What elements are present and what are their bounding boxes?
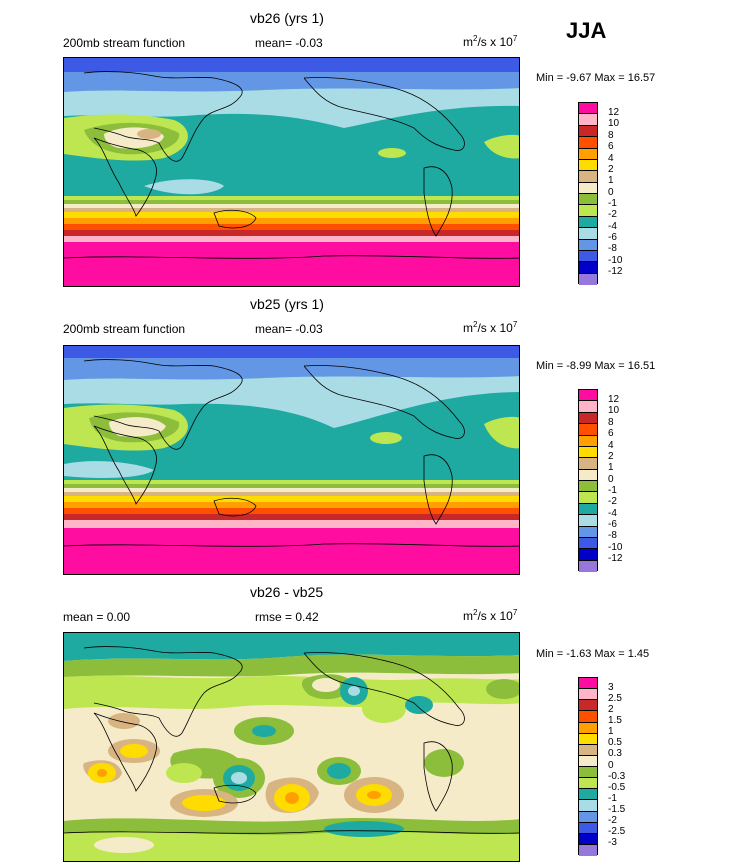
- legend-label: 12: [608, 107, 620, 118]
- legend-label: 2: [608, 704, 614, 715]
- legend-label: -12: [608, 266, 623, 277]
- legend-label: 8: [608, 130, 614, 141]
- panel3-units: m2/s x 107: [463, 608, 518, 623]
- legend-label: 0: [608, 474, 614, 485]
- legend-label: -2: [608, 496, 617, 507]
- panel3-mean-label: mean = 0.00: [63, 610, 131, 624]
- panel3-title: vb26 - vb25: [250, 584, 324, 600]
- panel1-min-max: Min = -9.67 Max = 16.57: [536, 72, 656, 84]
- legend-label: -4: [608, 221, 617, 232]
- legend-label: 6: [608, 141, 614, 152]
- legend-label: 1: [608, 462, 614, 473]
- panel1-mean-label: mean= -0.03: [255, 36, 323, 50]
- legend-label: 6: [608, 428, 614, 439]
- panel2-left-label: 200mb stream function: [63, 322, 186, 336]
- legend-label: 3: [608, 682, 614, 693]
- legend-label: 10: [608, 118, 620, 129]
- legend-label: 0: [608, 760, 614, 771]
- panel1-map: [63, 57, 520, 287]
- legend-label: -1: [608, 793, 617, 804]
- panel2-mean-label: mean= -0.03: [255, 322, 323, 336]
- panel1-title: vb26 (yrs 1): [250, 10, 324, 26]
- panel1-units: m2/s x 107: [463, 34, 518, 49]
- season-label: JJA: [566, 18, 607, 43]
- legend-label: 2: [608, 164, 614, 175]
- legend-label: 4: [608, 440, 614, 451]
- legend-label: 0.3: [608, 748, 622, 759]
- panel3-rmse-label: rmse = 0.42: [255, 610, 319, 624]
- legend-label: -2: [608, 815, 617, 826]
- panel1-left-label: 200mb stream function: [63, 36, 186, 50]
- panel2-legend-bar: [578, 389, 598, 572]
- legend-label: 10: [608, 405, 620, 416]
- legend-label: -10: [608, 255, 623, 266]
- legend-label: 2: [608, 451, 614, 462]
- panel3-legend-bar: [578, 677, 598, 856]
- legend-label: -8: [608, 243, 617, 254]
- legend-label: -8: [608, 530, 617, 541]
- panel2-title: vb25 (yrs 1): [250, 296, 324, 312]
- legend-label: 12: [608, 394, 620, 405]
- legend-label: 4: [608, 153, 614, 164]
- legend-label: 8: [608, 417, 614, 428]
- legend-label: -1.5: [608, 804, 626, 815]
- legend-label: 1: [608, 175, 614, 186]
- legend-label: -2: [608, 209, 617, 220]
- panel2-min-max: Min = -8.99 Max = 16.51: [536, 360, 656, 372]
- legend-label: -12: [608, 553, 623, 564]
- panel3-min-max: Min = -1.63 Max = 1.45: [536, 648, 650, 660]
- panel3-map: [63, 632, 520, 862]
- legend-label: -0.3: [608, 771, 626, 782]
- legend-label: 0.5: [608, 737, 622, 748]
- legend-label: 1: [608, 726, 614, 737]
- legend-label: -2.5: [608, 826, 626, 837]
- panel2-units: m2/s x 107: [463, 320, 518, 335]
- legend-label: -1: [608, 198, 617, 209]
- panel1-legend-bar: [578, 102, 598, 285]
- legend-label: -6: [608, 232, 617, 243]
- legend-label: -3: [608, 837, 617, 848]
- legend-label: -6: [608, 519, 617, 530]
- legend-label: 1.5: [608, 715, 622, 726]
- legend-label: -0.5: [608, 782, 626, 793]
- legend-label: -10: [608, 542, 623, 553]
- legend-label: -1: [608, 485, 617, 496]
- legend-label: -4: [608, 508, 617, 519]
- panel2-map: [63, 345, 520, 575]
- legend-label: 2.5: [608, 693, 622, 704]
- legend-label: 0: [608, 187, 614, 198]
